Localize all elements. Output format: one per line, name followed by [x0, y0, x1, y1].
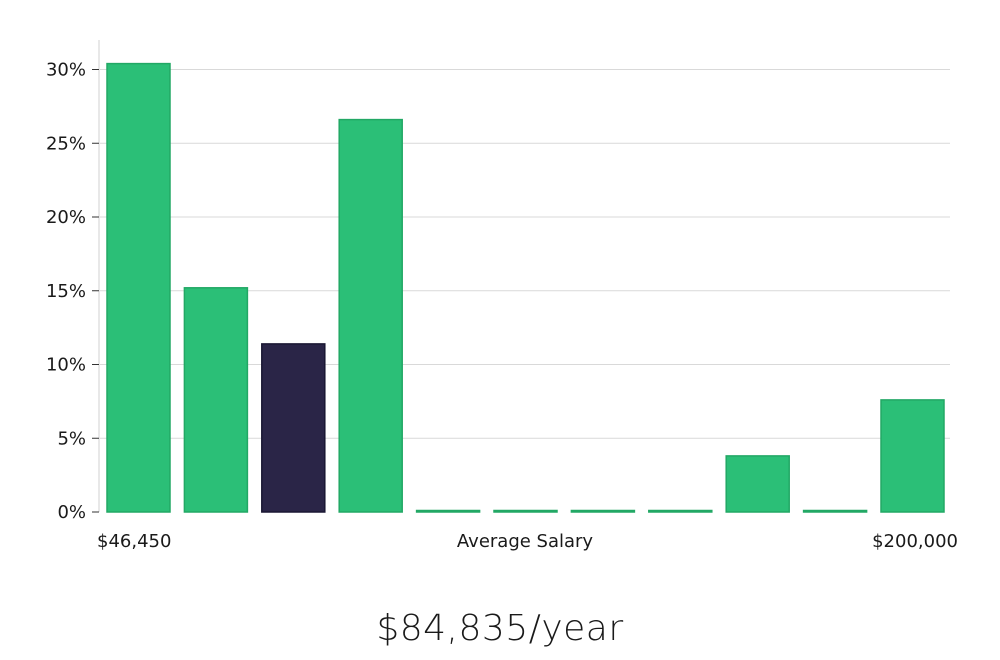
y-tick-label: 5% [57, 428, 86, 449]
bar [415, 509, 481, 513]
bar [648, 509, 713, 513]
bar-highlighted [261, 343, 326, 513]
y-tick-label: 25% [46, 133, 86, 154]
bars [106, 62, 945, 513]
salary-histogram-chart: 0% 5% 10% 15% 20% 25% 30% $46,450 Average Sala… [46, 40, 958, 552]
y-tick-label: 15% [46, 281, 86, 302]
y-tick-label: 10% [46, 355, 86, 376]
y-tick-label: 30% [46, 60, 86, 81]
x-max-label: $200,000 [872, 531, 958, 552]
bar [338, 118, 403, 513]
y-tick-labels: 0% 5% 10% 15% 20% 25% 30% [46, 60, 99, 523]
x-axis-title: Average Salary [457, 531, 594, 552]
x-min-label: $46,450 [97, 531, 171, 552]
y-tick-label: 20% [46, 207, 86, 228]
bar [570, 509, 636, 513]
bar [106, 62, 171, 513]
bar [183, 287, 249, 513]
bar [880, 399, 945, 513]
bar [493, 509, 558, 513]
y-tick-label: 0% [57, 502, 86, 523]
bar [725, 455, 790, 513]
average-salary-value: $84,835/year [376, 608, 624, 649]
bar [802, 509, 868, 513]
